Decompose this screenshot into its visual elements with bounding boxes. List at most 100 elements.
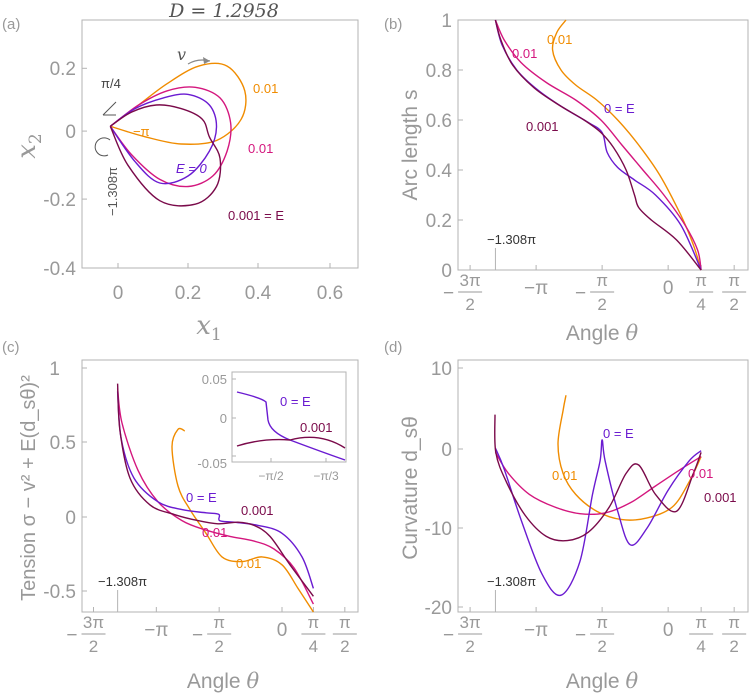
svg-text:−: − (443, 625, 454, 646)
angle-tick-label: 0 (277, 620, 288, 641)
panel-d-ytick: 10 (431, 359, 452, 380)
svg-text:4: 4 (696, 637, 705, 656)
panel-a-ylabel: x2 (12, 133, 46, 159)
label-0001: 0.001 (526, 119, 559, 134)
panel-b-series-1 (494, 19, 702, 271)
panel-b-series-3 (494, 19, 702, 271)
svg-text:4: 4 (309, 637, 318, 656)
marker-1308pi-label: −1.308π (487, 232, 536, 247)
angle-tick-label: −π (524, 620, 548, 641)
label-E-0001: 0.001 = E (228, 208, 284, 223)
svg-text:−π: −π (524, 620, 548, 641)
svg-text:−: − (575, 625, 586, 646)
inset-ytick: 0 (220, 411, 227, 426)
panel-d-ytick: -10 (425, 519, 452, 540)
label-E-0: 0 = E (186, 490, 217, 505)
panel-a-annotations: v π/4 −π −1.308π 0.01 0.01 E = 0 0.001 =… (94, 45, 284, 223)
svg-text:−: − (66, 625, 77, 646)
panel-b-ytick: 1 (441, 11, 452, 32)
panel-b-ytick: 0.8 (426, 61, 452, 82)
svg-text:3π: 3π (459, 271, 480, 290)
panel-c-series-1 (116, 388, 315, 605)
svg-text:2: 2 (597, 637, 606, 656)
panel-c-xlabel: Angle θ (187, 669, 260, 693)
angle-tick-label: −π (144, 620, 168, 641)
inset-xtick: −π/2 (258, 469, 284, 483)
panel-b-xlabel: Angle θ (566, 321, 639, 345)
svg-text:π: π (339, 613, 351, 632)
svg-text:4: 4 (696, 295, 705, 314)
angle-tick-label: 3π 2− (443, 613, 483, 656)
angle-tick-label: π 2− (575, 271, 615, 314)
angle-tick-label: 0 (663, 278, 674, 299)
angle-tick-label: 3π 2− (66, 613, 106, 656)
panel-b-ytick: 0.4 (426, 161, 453, 182)
panel-a-label: (a) (2, 16, 20, 33)
panel-d-frame (457, 359, 749, 613)
x1-subscript: 1 (211, 325, 222, 345)
inset-curve-E0 (236, 391, 346, 461)
panel-a-series-1 (109, 86, 232, 188)
panel-c-ytick: -0.5 (43, 582, 76, 603)
panel-c-series-2 (116, 391, 315, 589)
panel-b-ytick: 0.2 (426, 211, 452, 232)
panel-a-series-3 (109, 104, 222, 207)
panel-a-curves (109, 62, 247, 207)
velocity-label: v (177, 45, 186, 64)
angle-arc-icon (94, 137, 111, 157)
inset-curve-E0001 (236, 436, 346, 449)
label-E-0: 0 = E (604, 101, 635, 116)
svg-text:π: π (695, 271, 707, 290)
panel-d-ytick: -20 (425, 598, 452, 619)
panel-d-series-0 (557, 395, 702, 521)
svg-text:2: 2 (729, 637, 738, 656)
panel-d-ylabel: Curvature d_sθ (399, 416, 422, 560)
svg-text:π: π (213, 613, 225, 632)
angle-tick-label: π 2− (575, 613, 615, 656)
panel-a-series-0 (109, 62, 247, 145)
panel-a-xlabel: x1 (196, 311, 222, 345)
angle-minus-pi-label: −π (133, 124, 150, 139)
panel-d-xlabel: Angle θ (566, 669, 639, 693)
arrowhead-icon (203, 57, 210, 64)
label-orange-001: 0.01 (253, 81, 278, 96)
inset-frame (231, 371, 347, 463)
svg-text:−π: −π (144, 620, 168, 641)
label-pink-001: 0.01 (248, 141, 273, 156)
svg-text:0: 0 (663, 620, 674, 641)
angle-tick-label: π2 (722, 613, 747, 656)
figure-header: D = 1.2958 (168, 0, 279, 22)
svg-text:2: 2 (340, 637, 349, 656)
svg-text:π: π (596, 613, 608, 632)
panel-d-series-3 (494, 414, 702, 542)
svg-text:2: 2 (214, 637, 223, 656)
label-pink-001: 0.01 (512, 46, 537, 61)
inset-ytick: -0.05 (197, 456, 227, 471)
panel-c-annotations: 0 = E 0.001 0.01 0.01 −1.308π (98, 490, 274, 589)
panel-a-series-2 (109, 93, 218, 185)
angle-tick-label: π4 (689, 613, 714, 656)
angle-wedge-icon (102, 101, 117, 116)
panel-c-ytick: 1 (49, 359, 60, 380)
svg-text:2: 2 (597, 295, 606, 314)
svg-text:2: 2 (89, 637, 98, 656)
svg-text:−: − (575, 283, 586, 304)
svg-text:−: − (443, 283, 454, 304)
label-E-0: 0 = E (603, 426, 634, 441)
panel-a-ytick: -0.2 (43, 190, 76, 211)
svg-text:π: π (728, 613, 740, 632)
panel-a-ytick: 0.2 (50, 59, 76, 80)
panel-d-curves (494, 395, 702, 612)
svg-text:2: 2 (729, 295, 738, 314)
panel-d-series-2 (494, 439, 702, 597)
panel-d-series-1 (494, 452, 702, 516)
panel-a-ytick: 0 (65, 122, 76, 143)
panel-a-xtick: 0 (113, 283, 124, 304)
label-orange-001: 0.01 (552, 468, 577, 483)
inset-label-0001: 0.001 (300, 420, 333, 435)
